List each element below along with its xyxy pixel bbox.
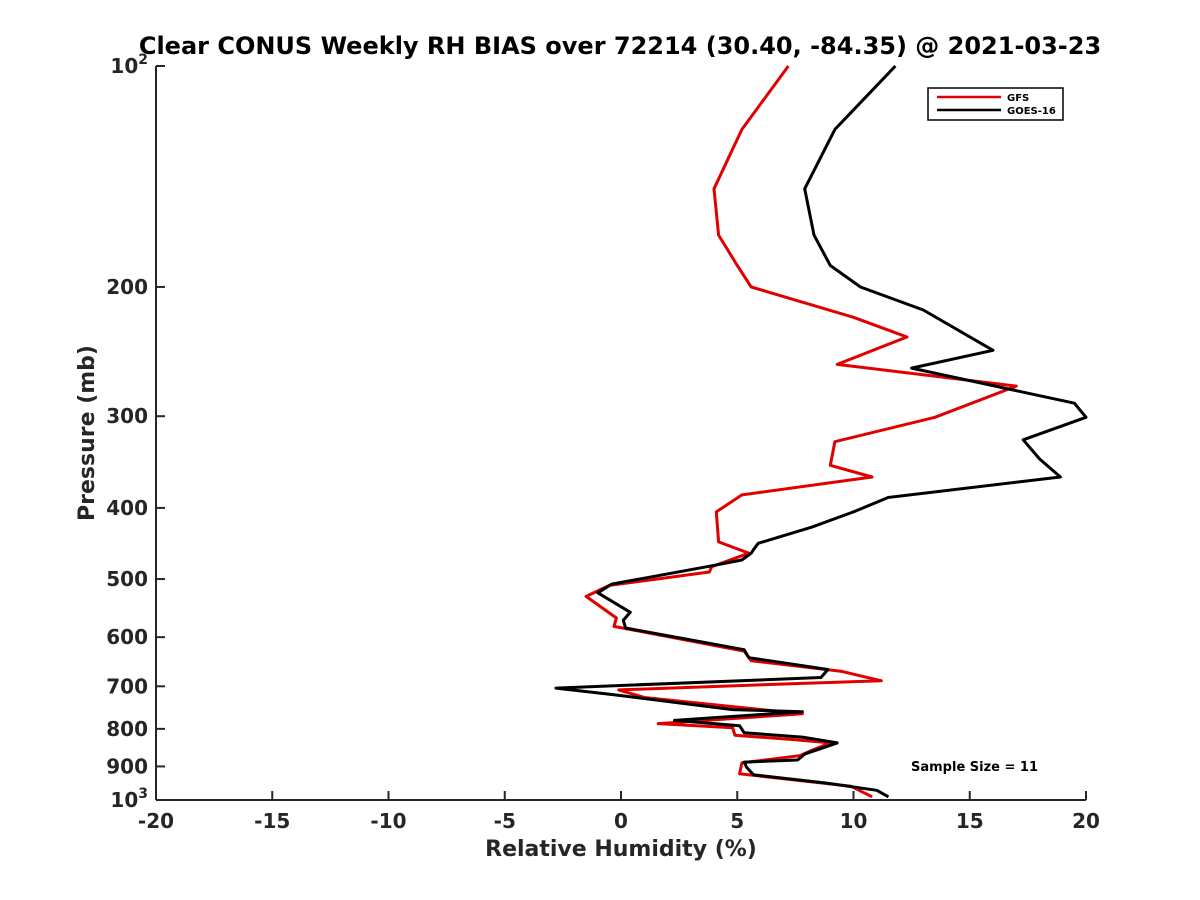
y-axis-label: Pressure (mb)	[75, 345, 100, 521]
x-tick-label: 20	[1072, 809, 1100, 833]
legend: GFS GOES-16	[927, 87, 1064, 121]
sample-size-annotation: Sample Size = 11	[911, 760, 1038, 775]
x-tick-label: -20	[138, 809, 174, 833]
x-tick-label: -10	[370, 809, 406, 833]
series-line-gfs	[584, 65, 1018, 799]
y-tick-label: 400	[106, 496, 148, 520]
y-tick-label: 200	[106, 275, 148, 299]
x-axis-label: Relative Humidity (%)	[485, 837, 757, 862]
x-tick-label: 5	[730, 809, 744, 833]
y-tick-label: 800	[106, 717, 148, 741]
x-tick-label: 0	[614, 809, 628, 833]
ticks-layer: -20 -15 -10 -5 0 5 10 15 20 102 200 300 400 500 600 700…	[106, 52, 1100, 833]
x-tick-label: -5	[494, 809, 516, 833]
series-layer	[554, 64, 1088, 799]
series-line-goes-16	[554, 64, 1088, 799]
chart-title: Clear CONUS Weekly RH BIAS over 72214 (3…	[139, 32, 1101, 60]
y-tick-label: 900	[106, 754, 148, 778]
legend-label-gfs: GFS	[1007, 93, 1029, 104]
legend-box	[927, 87, 1064, 121]
y-tick-label: 500	[106, 567, 148, 591]
y-tick-label: 300	[106, 404, 148, 428]
legend-label-goes16: GOES-16	[1007, 106, 1056, 117]
y-tick-label: 103	[110, 786, 148, 812]
x-tick-label: -15	[254, 809, 290, 833]
y-tick-label: 700	[106, 674, 148, 698]
x-tick-label: 10	[840, 809, 868, 833]
y-tick-label: 102	[110, 52, 148, 78]
y-tick-label: 600	[106, 625, 148, 649]
x-tick-label: 15	[956, 809, 984, 833]
